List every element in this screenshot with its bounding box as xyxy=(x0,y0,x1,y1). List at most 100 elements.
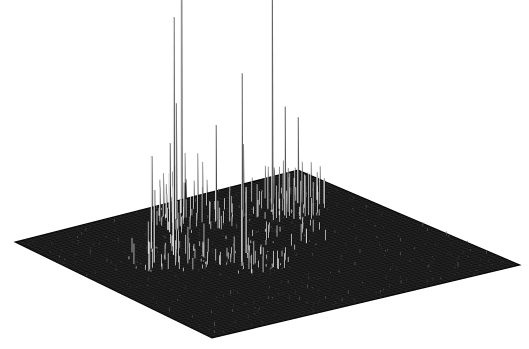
mesh-line xyxy=(279,174,500,271)
cluster-spike xyxy=(230,253,232,263)
cluster-spike xyxy=(189,216,192,230)
cluster-spike xyxy=(229,191,231,221)
cluster-spike xyxy=(199,241,201,247)
mesh-line xyxy=(179,248,484,323)
cluster-spike xyxy=(252,229,254,236)
peak-spike xyxy=(172,17,176,255)
mesh-line xyxy=(202,260,509,334)
cluster-spike xyxy=(315,243,318,245)
cluster-spike xyxy=(325,229,327,241)
cluster-spike xyxy=(272,183,275,221)
cluster-spike xyxy=(226,247,229,257)
cluster-spike xyxy=(185,199,188,218)
cluster-spike xyxy=(279,226,282,232)
cluster-spike xyxy=(162,173,165,217)
cluster-spike xyxy=(278,258,280,270)
cluster-spike xyxy=(194,248,197,259)
cluster-spike xyxy=(257,199,260,217)
cluster-spike xyxy=(258,260,260,268)
cluster-spike xyxy=(267,250,270,253)
cluster-spike xyxy=(192,257,195,270)
peak-spike xyxy=(215,125,218,221)
cluster-spike xyxy=(209,201,211,225)
cluster-spike xyxy=(131,237,134,253)
cluster-spike xyxy=(145,264,147,270)
cluster-spike xyxy=(286,192,288,219)
cluster-spike xyxy=(281,250,284,257)
cluster-spike xyxy=(300,180,302,220)
cluster-spike xyxy=(264,212,267,219)
cluster-spike xyxy=(196,153,199,220)
peak-spike xyxy=(150,156,153,249)
cluster-spike xyxy=(251,269,254,274)
cluster-spike xyxy=(319,166,321,205)
mesh-line xyxy=(208,263,517,337)
mesh-line xyxy=(198,258,506,332)
cluster-spike xyxy=(202,264,204,269)
cluster-spike xyxy=(161,217,163,226)
cluster-spike xyxy=(262,255,265,273)
mesh-line xyxy=(195,256,502,331)
cluster-spike xyxy=(287,256,290,263)
cluster-spike xyxy=(289,186,291,216)
cluster-spike xyxy=(302,204,305,214)
cluster-spike xyxy=(201,255,203,257)
cluster-spike xyxy=(284,253,286,268)
cluster-spike xyxy=(155,246,158,249)
peak-spike xyxy=(271,0,274,204)
cluster-spike xyxy=(238,270,240,274)
cluster-spike xyxy=(210,221,213,229)
cluster-spike xyxy=(181,216,183,233)
peak-spike xyxy=(284,106,287,216)
cluster-spike xyxy=(292,210,294,212)
cluster-spikes xyxy=(128,150,327,274)
cluster-spike xyxy=(200,258,203,262)
cluster-spike xyxy=(220,215,223,230)
cluster-spike xyxy=(176,212,178,262)
cluster-spike xyxy=(312,181,315,216)
peak-spike xyxy=(241,209,244,266)
cluster-spike xyxy=(300,223,303,241)
cluster-spike xyxy=(268,222,271,233)
cluster-spike xyxy=(135,266,138,269)
cluster-spike xyxy=(247,250,249,259)
cluster-spike xyxy=(229,218,231,222)
cluster-spike xyxy=(183,182,185,224)
cluster-spike xyxy=(251,208,254,210)
cluster-spike xyxy=(179,241,181,249)
cluster-spike xyxy=(310,219,312,226)
peak-spike xyxy=(153,189,156,263)
cluster-spike xyxy=(203,260,205,262)
surface-base-plane xyxy=(13,169,522,339)
cluster-spike xyxy=(196,212,198,227)
peak-spike xyxy=(245,187,248,254)
cluster-spike xyxy=(270,267,273,269)
peak-spike xyxy=(297,117,300,204)
cluster-spike xyxy=(187,248,190,264)
cluster-spike xyxy=(164,244,167,261)
cluster-spike xyxy=(301,161,304,203)
cluster-spike xyxy=(223,210,225,223)
cluster-spike xyxy=(319,222,321,230)
mesh-line xyxy=(182,250,487,324)
cluster-spike xyxy=(185,234,187,254)
cluster-spike xyxy=(189,242,191,260)
peak-spike xyxy=(180,0,183,214)
cluster-spike xyxy=(250,240,252,244)
cluster-spike xyxy=(267,172,270,210)
cluster-spike xyxy=(167,253,170,270)
peak-spike xyxy=(175,103,178,219)
cluster-spike xyxy=(206,179,208,206)
cluster-spike xyxy=(249,219,251,221)
cluster-spike xyxy=(215,248,217,261)
cluster-spike xyxy=(253,241,256,265)
mesh-line xyxy=(192,255,498,329)
cluster-spike xyxy=(302,217,304,233)
cluster-spike xyxy=(285,247,287,261)
cluster-spike xyxy=(281,267,284,269)
cluster-spike xyxy=(279,198,281,222)
cluster-spike xyxy=(156,210,159,226)
cluster-spike xyxy=(272,241,275,243)
